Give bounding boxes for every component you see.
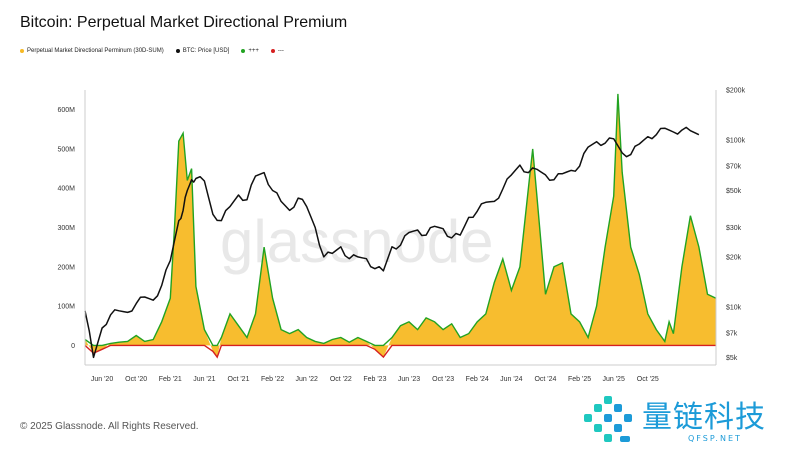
- x-tick-label: Feb '25: [568, 376, 591, 383]
- x-tick-label: Oct '22: [330, 376, 352, 383]
- y-left-tick-label: 500M: [57, 146, 75, 153]
- legend-item-negative[interactable]: ---: [270, 48, 284, 54]
- y-left-tick-label: 100M: [57, 304, 75, 311]
- legend-label-positive: +++: [248, 48, 259, 54]
- legend-label-price: BTC: Price [USD]: [182, 48, 230, 54]
- price-line-group: [84, 126, 700, 359]
- premium-positive-line: [84, 93, 717, 347]
- x-tick-label: Jun '25: [602, 376, 624, 383]
- y-left-tick-label: 0: [71, 343, 75, 350]
- premium-area-group: [84, 93, 717, 359]
- y-right-tick-label: $200k: [726, 88, 746, 95]
- legend: Perpetual Market Directional Perminum (3…: [20, 48, 284, 54]
- legend-dot-negative: [270, 49, 275, 53]
- brand-name-en: QFSP.NET: [688, 434, 742, 443]
- y-right-tick-label: $50k: [726, 188, 742, 195]
- x-tick-label: Feb '24: [466, 376, 489, 383]
- x-tick-label: Feb '23: [363, 376, 386, 383]
- x-tick-label: Feb '21: [159, 376, 182, 383]
- x-tick-label: Oct '24: [534, 376, 556, 383]
- y-right-tick-label: $10k: [726, 305, 742, 312]
- x-tick-label: Jun '20: [91, 376, 113, 383]
- y-left-tick-label: 200M: [57, 264, 75, 271]
- y-right-tick-label: $20k: [726, 254, 742, 261]
- brand-watermark: 量链科技 QFSP.NET: [578, 390, 798, 448]
- x-tick-label: Oct '20: [125, 376, 147, 383]
- premium-area: [85, 93, 716, 358]
- x-tick-label: Feb '22: [261, 376, 284, 383]
- y-right-tick-label: $100k: [726, 138, 746, 145]
- premium-negative-line: [84, 344, 716, 359]
- legend-dot-positive: [241, 49, 246, 53]
- y-right-tick-label: $30k: [726, 225, 742, 232]
- y-left-tick-label: 600M: [57, 107, 75, 114]
- brand-name-cn: 量链科技: [642, 400, 766, 435]
- legend-item-premium[interactable]: Perpetual Market Directional Perminum (3…: [20, 48, 164, 54]
- legend-item-price[interactable]: BTC: Price [USD]: [175, 48, 230, 54]
- x-tick-label: Oct '23: [432, 376, 454, 383]
- x-tick-label: Jun '23: [398, 376, 420, 383]
- page-title: Bitcoin: Perpetual Market Directional Pr…: [20, 14, 348, 31]
- legend-label-premium: Perpetual Market Directional Perminum (3…: [27, 48, 164, 54]
- watermark: glassnode: [220, 208, 494, 275]
- y-left-tick-label: 400M: [57, 186, 75, 193]
- x-tick-label: Oct '25: [637, 376, 659, 383]
- legend-dot-premium: [20, 49, 24, 53]
- btc-price-line: [84, 126, 700, 359]
- legend-dot-price: [175, 49, 180, 53]
- legend-label-negative: ---: [277, 48, 284, 54]
- x-tick-label: Jun '21: [193, 376, 215, 383]
- y-right-tick-label: $70k: [726, 164, 742, 171]
- brand-logo-icon: [584, 396, 632, 442]
- y-left-tick-label: 300M: [57, 225, 75, 232]
- y-right-tick-label: $5k: [726, 355, 738, 362]
- y-right-tick-label: $7k: [726, 330, 738, 337]
- x-tick-label: Oct '21: [228, 376, 250, 383]
- legend-item-positive[interactable]: +++: [241, 48, 259, 54]
- x-tick-label: Jun '22: [296, 376, 318, 383]
- x-tick-label: Jun '24: [500, 376, 522, 383]
- chart-axes: 0 100M 200M 300M 400M 500M 600M $5k $7k $10k $20k $…: [57, 88, 745, 384]
- copyright: © 2025 Glassnode. All Rights Reserved.: [20, 421, 199, 432]
